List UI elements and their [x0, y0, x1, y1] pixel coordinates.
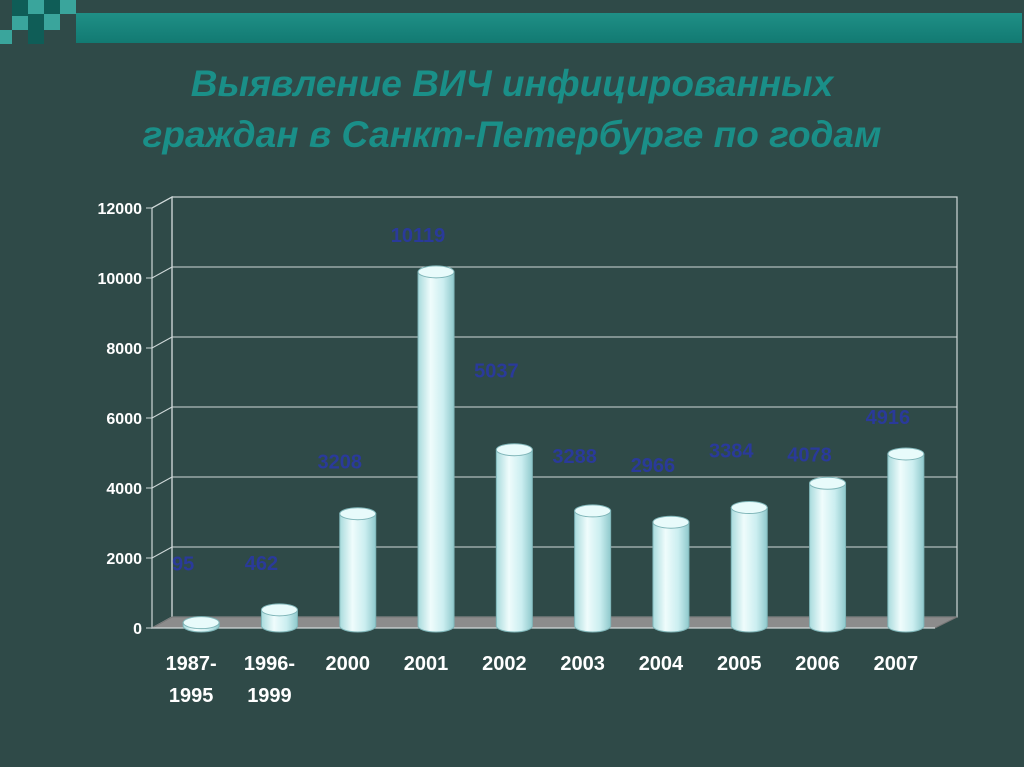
- header-square: [0, 30, 12, 44]
- x-tick-label: 1995: [169, 685, 214, 707]
- bar-top: [809, 476, 847, 490]
- bar-top: [652, 515, 690, 529]
- bar-top: [495, 443, 533, 457]
- data-label: 4916: [866, 407, 911, 429]
- title-line-1: Выявление ВИЧ инфицированных: [190, 63, 834, 104]
- data-label: 95: [172, 554, 194, 576]
- gridline: [151, 196, 173, 209]
- bar-top: [887, 447, 925, 461]
- header-square: [60, 0, 76, 14]
- header-square: [28, 30, 44, 44]
- y-tick-label: 4000: [106, 481, 142, 498]
- bar-top: [574, 504, 612, 518]
- x-tick-label: 2000: [326, 653, 371, 675]
- slide-title: Выявление ВИЧ инфицированных граждан в С…: [0, 58, 1024, 160]
- header-square: [12, 16, 28, 30]
- header-square: [44, 14, 60, 30]
- bar-top: [417, 265, 455, 279]
- gridline: [151, 476, 173, 489]
- data-label: 3288: [552, 446, 597, 468]
- x-tick-label: 2002: [482, 653, 527, 675]
- bar: [730, 507, 768, 633]
- x-tick-label: 1996-: [244, 653, 295, 675]
- x-tick-label: 2004: [639, 653, 684, 675]
- y-tick-label: 2000: [106, 551, 142, 568]
- x-tick-label: 2005: [717, 653, 762, 675]
- gridline: [151, 546, 173, 559]
- gridline: [151, 406, 173, 419]
- x-tick-label: 1987-: [166, 653, 217, 675]
- data-label: 10119: [391, 225, 446, 247]
- bar-top: [730, 501, 768, 515]
- gridline: [151, 266, 173, 279]
- header-square: [28, 14, 44, 30]
- data-label: 462: [245, 553, 278, 575]
- gridline: [151, 336, 173, 349]
- y-tick-label: 0: [133, 621, 142, 638]
- bar: [574, 510, 612, 633]
- data-label: 4078: [787, 444, 832, 466]
- bar: [809, 482, 847, 633]
- x-tick-label: 2007: [874, 653, 919, 675]
- bar: [339, 513, 377, 633]
- bar-top: [339, 507, 377, 521]
- x-tick-label: 2006: [795, 653, 840, 675]
- bar: [495, 449, 533, 633]
- header-decoration: [0, 0, 1024, 44]
- header-square: [44, 0, 60, 14]
- y-tick-label: 6000: [106, 411, 142, 428]
- data-label: 3208: [318, 452, 363, 474]
- bar: [652, 521, 690, 633]
- x-tick-label: 2001: [404, 653, 449, 675]
- data-label: 5037: [474, 361, 519, 383]
- title-line-2: граждан в Санкт-Петербурге по годам: [142, 114, 882, 155]
- header-square: [12, 0, 28, 16]
- y-tick-label: 10000: [98, 271, 143, 288]
- x-tick-label: 2003: [560, 653, 605, 675]
- header-bar: [76, 13, 1022, 43]
- data-label: 3384: [709, 441, 754, 463]
- data-label: 2966: [631, 455, 676, 477]
- bar-top: [182, 616, 220, 630]
- bar: [417, 271, 455, 633]
- bar: [887, 453, 925, 633]
- y-tick-label: 8000: [106, 341, 142, 358]
- header-square: [28, 0, 44, 14]
- bar-top: [260, 603, 298, 617]
- x-tick-label: 1999: [247, 685, 292, 707]
- y-tick-label: 12000: [98, 201, 143, 218]
